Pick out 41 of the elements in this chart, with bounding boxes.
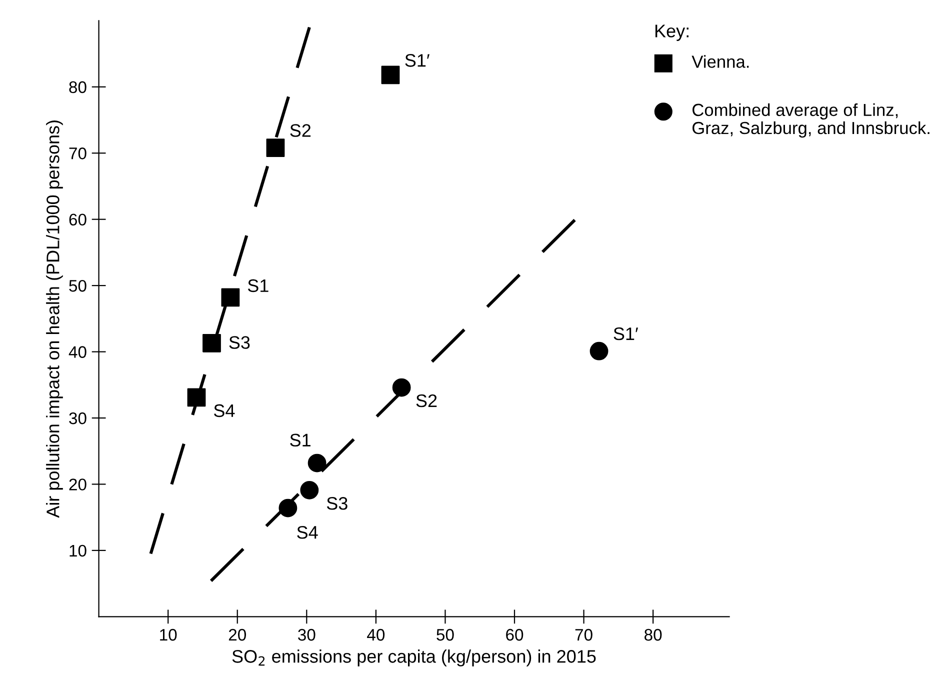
point xyxy=(590,342,608,360)
x-tick-label: 60 xyxy=(506,628,524,641)
y-tick-label: 30 xyxy=(69,412,86,424)
point xyxy=(187,388,206,407)
point xyxy=(381,66,400,84)
point xyxy=(300,480,319,500)
y-tick-label: 40 xyxy=(68,346,86,358)
y-tick-label: 50 xyxy=(69,280,86,292)
y-tick-label: 80 xyxy=(69,81,86,94)
y-tick-label: 20 xyxy=(69,478,86,490)
annotation: S1 xyxy=(248,279,268,292)
annotation: S4 xyxy=(214,404,235,418)
annotation: S2 xyxy=(290,124,311,137)
x-tick-label: 10 xyxy=(160,628,177,641)
point xyxy=(308,454,326,472)
annotation: S3 xyxy=(229,336,250,349)
x-tick-label: 50 xyxy=(436,628,454,641)
x-tick-label: 40 xyxy=(367,628,385,641)
y-tick-label: 10 xyxy=(70,544,86,557)
x-tick-label: 80 xyxy=(644,628,662,641)
point xyxy=(221,288,240,307)
legend-label: Combined average of Linz, Graz, Salzburg, and Innsbruck. xyxy=(692,103,930,138)
y-tick-label: 70 xyxy=(69,148,86,160)
annotation: S3 xyxy=(326,497,348,510)
y-tick-label: 60 xyxy=(69,214,86,226)
point xyxy=(202,334,221,352)
x-tick-label: 70 xyxy=(575,628,592,641)
annotation: S1′ xyxy=(405,54,430,67)
point xyxy=(266,138,285,158)
point xyxy=(278,498,298,518)
point xyxy=(392,378,411,397)
annotation: S1′ xyxy=(614,327,638,340)
legend-title: Key: xyxy=(655,24,688,41)
x-axis-title: SO$_{2}$ emissions per capita (kg/person) in 2015 xyxy=(232,650,596,666)
legend-label: Vienna. xyxy=(692,55,749,68)
annotation: S4 xyxy=(297,526,318,539)
y-axis-title: Air pollution impact on health (PDL/1000 persons) xyxy=(46,120,63,518)
annotation: S1 xyxy=(290,434,310,447)
annotation: S2 xyxy=(416,394,437,408)
x-tick-label: 20 xyxy=(228,628,246,641)
x-tick-label: 30 xyxy=(298,628,316,641)
